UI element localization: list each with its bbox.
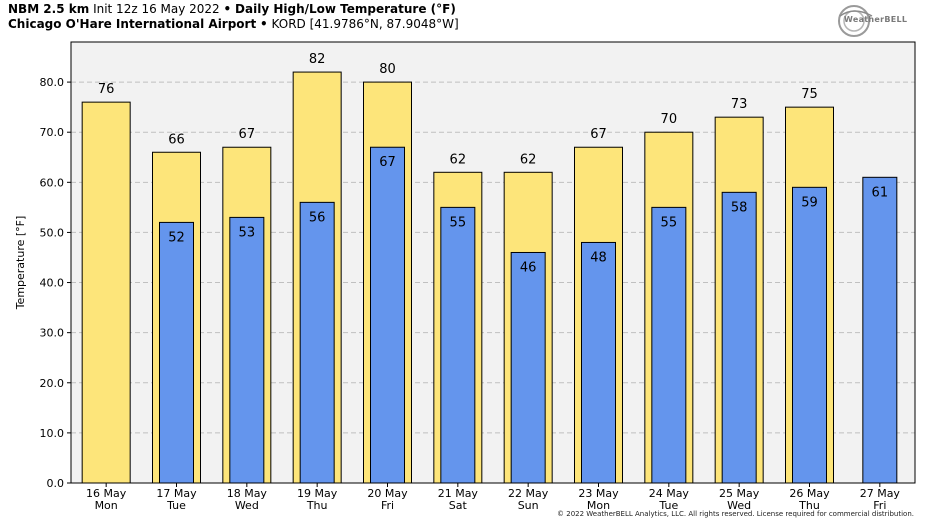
high-value-label: 62 bbox=[450, 152, 467, 167]
high-value-label: 67 bbox=[590, 127, 607, 142]
x-tick-day: Wed bbox=[235, 499, 259, 512]
y-axis-label: Temperature [°F] bbox=[14, 216, 27, 311]
low-bar bbox=[229, 216, 265, 484]
header-line-2: Chicago O'Hare International Airport • K… bbox=[8, 17, 459, 32]
x-tick-date: 21 May bbox=[438, 487, 479, 500]
y-tick-label: 60.0 bbox=[40, 176, 65, 189]
y-tick-label: 30.0 bbox=[40, 327, 65, 340]
low-value-label: 48 bbox=[590, 250, 607, 265]
plot-frame bbox=[70, 41, 916, 484]
low-bar bbox=[510, 251, 546, 484]
y-tick-label: 70.0 bbox=[40, 126, 65, 139]
low-value-label: 55 bbox=[450, 215, 467, 230]
x-tick-date: 19 May bbox=[297, 487, 338, 500]
x-tick-day: Fri bbox=[873, 499, 886, 512]
low-value-label: 52 bbox=[168, 230, 185, 245]
logo-text: WeatherBELL bbox=[844, 15, 908, 24]
x-tick-date: 18 May bbox=[227, 487, 268, 500]
low-bar bbox=[721, 191, 757, 484]
x-tick-day: Thu bbox=[306, 499, 328, 512]
x-tick-date: 22 May bbox=[508, 487, 549, 500]
plot-background bbox=[71, 42, 915, 483]
high-value-label: 75 bbox=[801, 87, 818, 102]
x-tick-date: 17 May bbox=[156, 487, 197, 500]
x-tick-day: Wed bbox=[727, 499, 751, 512]
bullet: • bbox=[223, 2, 232, 16]
high-value-label: 82 bbox=[309, 52, 326, 67]
x-tick-date: 16 May bbox=[86, 487, 127, 500]
low-value-label: 67 bbox=[379, 155, 396, 170]
high-value-label: 73 bbox=[731, 97, 748, 112]
y-axis: 0.0 10.0 20.0 30.0 40.0 50.0 60.0 70.0 80.0 bbox=[40, 76, 71, 490]
x-tick-day: Sat bbox=[449, 499, 468, 512]
low-value-label: 46 bbox=[520, 260, 537, 275]
x-tick-day: Fri bbox=[381, 499, 394, 512]
station-name: Chicago O'Hare International Airport bbox=[8, 17, 257, 31]
y-tick-label: 0.0 bbox=[47, 477, 65, 490]
low-bar bbox=[299, 201, 335, 484]
bullet-2: • bbox=[260, 17, 268, 31]
high-value-label: 66 bbox=[168, 132, 185, 147]
y-tick-label: 50.0 bbox=[40, 226, 65, 239]
x-tick-date: 25 May bbox=[719, 487, 760, 500]
y-tick-label: 80.0 bbox=[40, 76, 65, 89]
low-bar bbox=[862, 176, 898, 484]
x-tick-day: Thu bbox=[798, 499, 820, 512]
low-value-label: 56 bbox=[309, 210, 326, 225]
x-tick-day: Sun bbox=[518, 499, 539, 512]
low-bar bbox=[159, 221, 194, 484]
init-time: Init 12z 16 May 2022 bbox=[93, 2, 220, 16]
y-tick-label: 10.0 bbox=[40, 427, 65, 440]
x-tick-day: Mon bbox=[95, 499, 118, 512]
y-tick-label: 20.0 bbox=[40, 377, 65, 390]
high-value-label: 62 bbox=[520, 152, 537, 167]
x-tick-date: 23 May bbox=[578, 487, 619, 500]
low-value-label: 53 bbox=[239, 225, 256, 240]
high-value-label: 70 bbox=[661, 112, 678, 127]
high-value-label: 67 bbox=[239, 127, 256, 142]
low-bar bbox=[792, 186, 827, 484]
x-tick-date: 20 May bbox=[367, 487, 408, 500]
low-value-label: 55 bbox=[661, 215, 678, 230]
copyright-text: © 2022 WeatherBELL Analytics, LLC. All r… bbox=[557, 510, 914, 518]
x-tick-date: 27 May bbox=[860, 487, 901, 500]
x-tick-date: 24 May bbox=[649, 487, 690, 500]
high-value-label: 80 bbox=[379, 62, 396, 77]
model-name: NBM 2.5 km bbox=[8, 2, 90, 16]
x-tick-day: Tue bbox=[658, 499, 678, 512]
high-value-label: 76 bbox=[98, 82, 115, 97]
low-value-label: 58 bbox=[731, 200, 748, 215]
y-tick-label: 40.0 bbox=[40, 277, 65, 290]
chart-header: NBM 2.5 km Init 12z 16 May 2022 • Daily … bbox=[8, 2, 459, 32]
logo-swirl-icon bbox=[838, 5, 873, 37]
x-tick-day: Mon bbox=[587, 499, 610, 512]
header-line-1: NBM 2.5 km Init 12z 16 May 2022 • Daily … bbox=[8, 2, 459, 17]
high-bar bbox=[81, 101, 131, 484]
x-tick-day: Tue bbox=[166, 499, 186, 512]
low-bar bbox=[370, 146, 405, 484]
low-value-label: 59 bbox=[801, 195, 818, 210]
low-bar bbox=[440, 206, 476, 484]
low-bar bbox=[581, 241, 616, 484]
station-code: KORD [41.9786°N, 87.9048°W] bbox=[271, 17, 459, 31]
x-tick-date: 26 May bbox=[789, 487, 830, 500]
low-value-label: 61 bbox=[872, 185, 889, 200]
grid-lines bbox=[71, 81, 915, 434]
value-labels: 76 66 52 67 53 82 56 80 67 62 55 62 46 67 48 70 55 73 58 75… bbox=[98, 52, 888, 275]
low-bar bbox=[651, 206, 687, 484]
weatherbell-logo: WeatherBELL bbox=[832, 4, 907, 38]
product-title: Daily High/Low Temperature (°F) bbox=[235, 2, 456, 16]
